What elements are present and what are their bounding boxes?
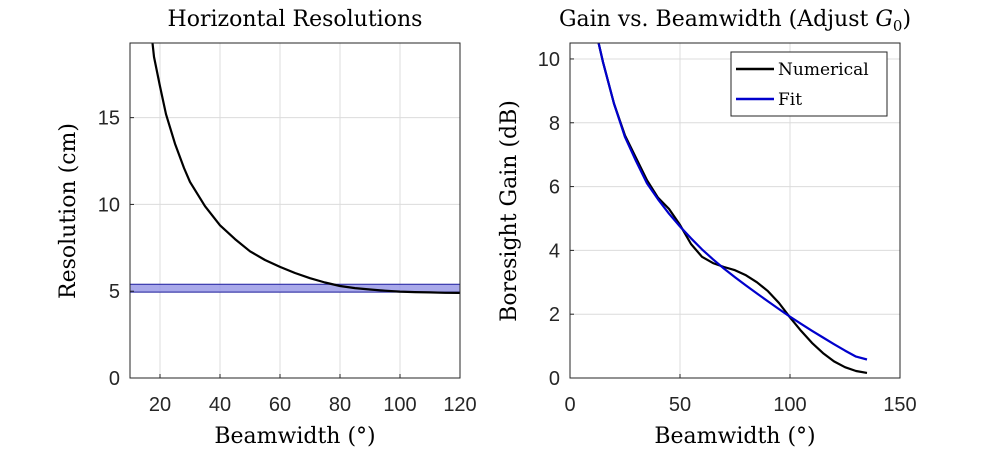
y-tick-label: 0 [549, 368, 560, 390]
x-tick-label: 40 [209, 394, 231, 416]
chart-title: Horizontal Resolutions [168, 7, 423, 32]
legend-box [730, 51, 888, 117]
resolution-plot: Horizontal Resolutions 20 40 60 80 100 120 0 5… [56, 7, 477, 449]
x-tick-labels: 0 50 100 150 [564, 374, 917, 416]
legend: Numerical Fit [730, 51, 888, 117]
x-tick-label: 50 [669, 394, 691, 416]
title-close: ) [902, 7, 911, 32]
y-tick-labels: 0 5 10 15 [98, 108, 134, 390]
series-line-numerical [597, 42, 868, 374]
x-tick-label: 80 [329, 394, 351, 416]
y-tick-label: 15 [98, 108, 120, 130]
y-tick-label: 4 [549, 240, 560, 262]
y-tick-label: 2 [549, 304, 560, 326]
x-tick-label: 20 [149, 394, 171, 416]
x-tick-labels: 20 40 60 80 100 120 [149, 374, 477, 416]
legend-label-fit: Fit [778, 90, 802, 110]
series-line [151, 42, 461, 294]
y-tick-label: 5 [109, 281, 120, 303]
title-symbol: G [875, 7, 893, 32]
axes-box [569, 42, 901, 379]
y-axis-label: Resolution (cm) [56, 123, 81, 299]
x-tick-label: 0 [564, 394, 575, 416]
x-tick-label: 100 [773, 394, 806, 416]
y-tick-label: 10 [98, 194, 120, 216]
y-axis-label: Boresight Gain (dB) [497, 100, 522, 322]
chart-title: Gain vs. Beamwidth (Adjust G0) [559, 7, 911, 35]
series-lines [597, 42, 868, 374]
y-tick-label: 0 [109, 368, 120, 390]
series-lines [151, 42, 461, 294]
axes-box [129, 42, 461, 379]
title-subscript: 0 [893, 17, 903, 35]
x-axis-label: Beamwidth (°) [214, 424, 375, 449]
x-tick-label: 120 [443, 394, 476, 416]
y-tick-label: 10 [538, 49, 560, 71]
y-tick-label: 8 [549, 113, 560, 135]
x-tick-label: 150 [883, 394, 916, 416]
title-main: Gain vs. Beamwidth (Adjust [559, 7, 875, 32]
y-tick-labels: 0 2 4 6 8 10 [538, 49, 574, 390]
series-line-fit [597, 42, 868, 361]
gain-plot: Gain vs. Beamwidth (Adjust G0) 0 50 100 150… [497, 7, 917, 449]
x-axis-label: Beamwidth (°) [654, 424, 815, 449]
gridlines [130, 43, 460, 378]
legend-label-numerical: Numerical [778, 60, 869, 80]
y-tick-label: 6 [549, 177, 560, 199]
band-fill [130, 284, 460, 293]
x-tick-label: 100 [383, 394, 416, 416]
x-tick-label: 60 [269, 394, 291, 416]
